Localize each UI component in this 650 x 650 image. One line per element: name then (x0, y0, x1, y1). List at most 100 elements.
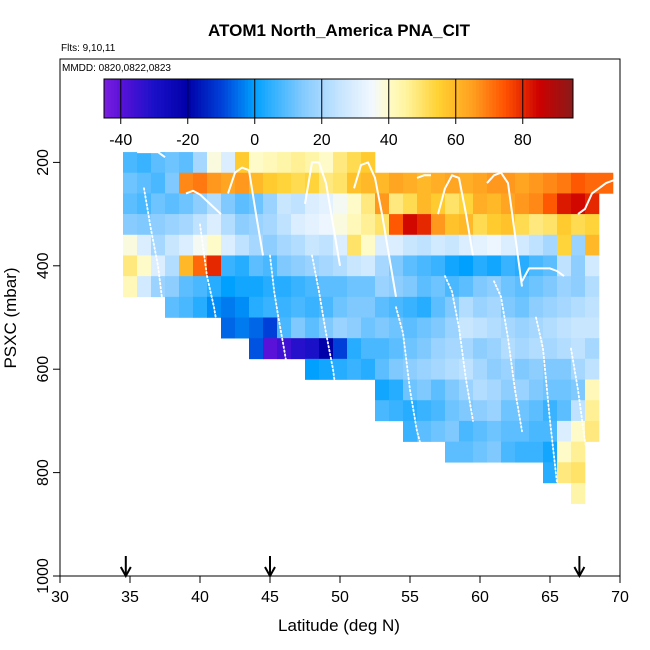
heatmap-cell (557, 193, 572, 215)
heatmap-cell (263, 193, 278, 215)
heatmap-cell (207, 255, 222, 277)
heatmap-cell (459, 296, 474, 318)
heatmap-cell (543, 400, 558, 422)
flight-track-line (416, 174, 431, 179)
colorbar-segment (217, 79, 222, 118)
heatmap-cell (305, 214, 320, 236)
heatmap-cell (417, 420, 432, 442)
colorbar-segment (120, 79, 125, 118)
flight-track-line (577, 176, 621, 215)
heatmap-cell (585, 379, 600, 401)
heatmap-cell (193, 234, 208, 256)
heatmap-cell (361, 234, 376, 256)
heatmap-cell (501, 234, 516, 256)
heatmap-cell (235, 214, 250, 236)
colorbar-segment (191, 79, 195, 118)
heatmap-cell (529, 441, 544, 463)
y-axis-label: PSXC (mbar) (1, 267, 20, 368)
heatmap-cell (543, 255, 558, 277)
colorbar-segment (114, 79, 118, 118)
heatmap-cell (501, 338, 516, 360)
heatmap-cell (179, 276, 194, 298)
heatmap-cell (403, 276, 418, 298)
heatmap-cell (571, 358, 586, 380)
heatmap-cell (151, 152, 166, 174)
heatmap-cell (501, 255, 516, 277)
heatmap-cell (515, 234, 530, 256)
colorbar-segment (465, 79, 470, 118)
heatmap-cells (123, 152, 614, 504)
heatmap-cell (263, 234, 278, 256)
heatmap-cell (585, 400, 600, 422)
heatmap-cell (123, 193, 138, 215)
heatmap-cell (277, 234, 292, 256)
colorbar-segment (137, 79, 142, 118)
heatmap-cell (501, 379, 516, 401)
colorbar-segment (318, 79, 323, 118)
heatmap-cell (333, 193, 348, 215)
heatmap-cell (333, 172, 348, 194)
heatmap-cell (165, 296, 180, 318)
heatmap-cell (515, 276, 530, 298)
heatmap-cell (277, 172, 292, 194)
heatmap-cell (431, 400, 446, 422)
heatmap-cell (515, 214, 530, 236)
y-tick-label: 200 (35, 149, 52, 176)
colorbar-segment (107, 79, 112, 118)
colorbar-segment (177, 79, 182, 118)
heatmap-cell (445, 276, 460, 298)
flight-track-line (304, 161, 341, 266)
heatmap-cell (585, 234, 600, 256)
heatmap-cell (571, 214, 586, 236)
colorbar-segment (261, 79, 266, 118)
heatmap-cell (515, 379, 530, 401)
x-tick-label: 55 (401, 589, 419, 606)
heatmap-cell (361, 214, 376, 236)
heatmap-cell (585, 420, 600, 442)
flight-track-line (137, 151, 166, 159)
heatmap-cell (221, 296, 236, 318)
colorbar-segment (375, 79, 380, 118)
heatmap-cell (151, 255, 166, 277)
colorbar-tick-label: 0 (250, 132, 259, 149)
heatmap-cell (557, 358, 572, 380)
colorbar: -40 -20 0 20 40 60 80 (103, 78, 574, 149)
mmdd-annotation: MMDD: 0820,0822,0823 (62, 63, 171, 74)
heatmap-cell (403, 420, 418, 442)
heatmap-cell (263, 338, 278, 360)
colorbar-segment (482, 79, 487, 118)
heatmap-cell (571, 276, 586, 298)
colorbar-segment (124, 79, 128, 118)
colorbar-segment (472, 79, 477, 118)
heatmap-cell (137, 152, 152, 174)
heatmap-cell (543, 358, 558, 380)
down-arrow-head (573, 566, 586, 579)
heatmap-cell (459, 358, 474, 380)
flights-annotation: Flts: 9,10,11 (61, 43, 116, 54)
heatmap-cell (235, 172, 250, 194)
heatmap-cell (123, 234, 138, 256)
heatmap-cell (305, 296, 320, 318)
heatmap-cell (459, 172, 474, 194)
heatmap-cell (557, 462, 572, 484)
colorbar-segment (445, 79, 450, 118)
heatmap-cell (501, 420, 516, 442)
colorbar-segment (254, 79, 259, 118)
heatmap-cell (249, 255, 264, 277)
colorbar-segment (335, 79, 339, 118)
heatmap-cell (389, 234, 404, 256)
heatmap-cell (473, 338, 488, 360)
heatmap-cell (291, 152, 306, 174)
heatmap-cell (235, 296, 250, 318)
x-axis: 30 35 40 45 50 55 60 65 70 (51, 576, 629, 606)
colorbar-tick-label: 80 (514, 132, 532, 149)
colorbar-segment (485, 79, 490, 118)
colorbar-segment (211, 79, 215, 118)
colorbar-segment (315, 79, 319, 118)
colorbar-segment (405, 79, 410, 118)
heatmap-cell (179, 296, 194, 318)
x-tick-label: 60 (471, 589, 489, 606)
x-axis-label: Latitude (deg N) (278, 616, 400, 635)
heatmap-cell (445, 317, 460, 339)
